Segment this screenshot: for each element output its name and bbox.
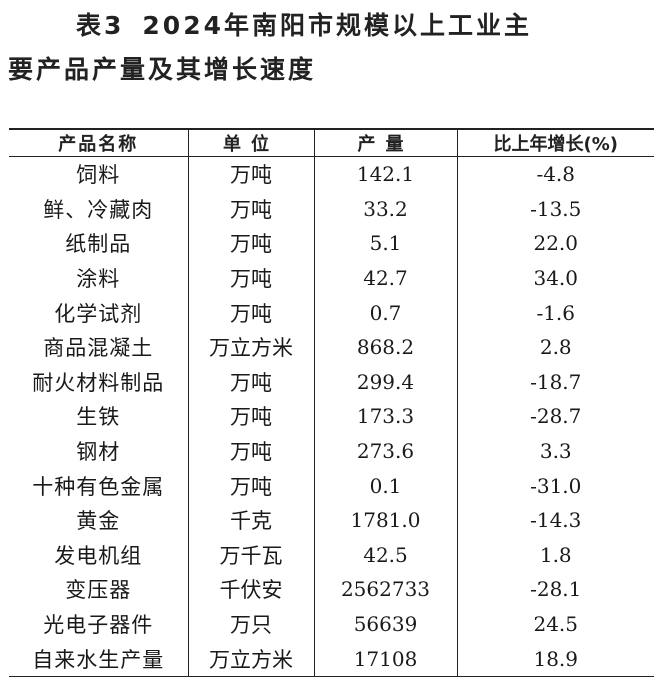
output-cell: 17108 (313, 641, 457, 677)
product-name-cell: 光电子器件 (43, 613, 154, 638)
unit-cell: 万千瓦 (187, 537, 314, 573)
product-name-cell: 自来水生产量 (9, 641, 188, 677)
output-cell: 5.1 (313, 226, 457, 261)
output-cell: 299.4 (313, 364, 457, 400)
output-cell: 42.5 (313, 537, 457, 573)
growth-cell: -4.8 (456, 156, 654, 192)
product-name-cell: 十种有色金属 (32, 474, 165, 499)
table-row: 自来水生产量 万立方米 17108 18.9 (9, 641, 654, 677)
table-row: 纸制品 万吨 5.1 22.0 (9, 226, 654, 261)
unit-cell: 万吨 (187, 433, 314, 469)
unit-cell: 万吨 (187, 156, 314, 192)
growth-cell: -13.5 (456, 191, 654, 227)
product-name-cell: 黄金 (76, 509, 121, 534)
unit-cell: 万吨 (187, 226, 314, 261)
product-name-cell: 耐火材料制品 (32, 370, 165, 395)
unit-cell: 千伏安 (187, 572, 314, 607)
table-row: 变压器 千伏安 2562733 -28.1 (9, 572, 654, 607)
growth-cell: -28.1 (456, 572, 654, 607)
growth-cell: 3.3 (456, 433, 654, 469)
product-name-cell: 发电机组 (54, 543, 143, 568)
unit-cell: 万吨 (187, 260, 314, 296)
growth-cell: -31.0 (456, 468, 654, 503)
header-output: 产量 (313, 128, 457, 157)
table-row: 鲜、冷藏肉 万吨 33.2 -13.5 (9, 191, 654, 227)
unit-cell: 万吨 (187, 468, 314, 503)
growth-cell: 18.9 (456, 641, 654, 677)
product-name-cell: 生铁 (76, 405, 121, 430)
output-cell: 0.7 (313, 295, 457, 330)
table-row: 光电子器件 万只 56639 24.5 (9, 606, 654, 642)
table-number-label: 表3 (76, 11, 125, 40)
table-row: 饲料 万吨 142.1 -4.8 (9, 156, 654, 192)
production-table: 产品名称 单位 产量 比上年增长(%) 饲料 万吨 142.1 -4.8 鲜、冷… (9, 128, 654, 677)
growth-cell: -28.7 (456, 399, 654, 434)
unit-cell: 万吨 (187, 191, 314, 227)
unit-cell: 千克 (187, 502, 314, 538)
table-row: 耐火材料制品 万吨 299.4 -18.7 (9, 364, 654, 400)
output-cell: 273.6 (313, 433, 457, 469)
unit-cell: 万吨 (187, 399, 314, 434)
growth-cell: 24.5 (456, 606, 654, 642)
table-title-line-1: 表3 2024年南阳市规模以上工业主 (8, 4, 656, 48)
output-cell: 173.3 (313, 399, 457, 434)
table-row: 钢材 万吨 273.6 3.3 (9, 433, 654, 469)
output-cell: 56639 (313, 606, 457, 642)
product-name-cell: 鲜、冷藏肉 (43, 197, 154, 222)
output-cell: 1781.0 (313, 502, 457, 538)
output-cell: 868.2 (313, 329, 457, 365)
header-row: 产品名称 单位 产量 比上年增长(%) (9, 128, 654, 157)
product-name-cell: 涂料 (76, 267, 121, 292)
growth-cell: 22.0 (456, 226, 654, 261)
product-name-cell: 化学试剂 (54, 301, 143, 326)
header-unit: 单位 (187, 128, 314, 157)
product-name-cell: 钢材 (76, 440, 121, 465)
unit-cell: 万只 (187, 606, 314, 642)
product-name-cell: 变压器 (65, 578, 132, 603)
unit-cell: 万吨 (187, 295, 314, 330)
output-cell: 33.2 (313, 191, 457, 227)
growth-cell: -18.7 (456, 364, 654, 400)
growth-cell: 34.0 (456, 260, 654, 296)
growth-cell: 2.8 (456, 329, 654, 365)
product-name-cell: 饲料 (76, 163, 121, 188)
header-product-name: 产品名称 (9, 128, 188, 157)
table-row: 化学试剂 万吨 0.7 -1.6 (9, 295, 654, 330)
output-cell: 42.7 (313, 260, 457, 296)
unit-cell: 万立方米 (187, 641, 314, 677)
table-row: 生铁 万吨 173.3 -28.7 (9, 399, 654, 434)
output-cell: 142.1 (313, 156, 457, 192)
table-body: 饲料 万吨 142.1 -4.8 鲜、冷藏肉 万吨 33.2 -13.5 纸制品… (9, 156, 654, 677)
output-cell: 0.1 (313, 468, 457, 503)
table-title-line-2: 要产品产量及其增长速度 (8, 55, 317, 84)
growth-cell: 1.8 (456, 537, 654, 573)
unit-cell: 万立方米 (187, 329, 314, 365)
growth-cell: -1.6 (456, 295, 654, 330)
table-title-text-1: 2024年南阳市规模以上工业主 (142, 11, 532, 40)
table-row: 十种有色金属 万吨 0.1 -31.0 (9, 468, 654, 503)
growth-cell: -14.3 (456, 502, 654, 538)
product-name-cell: 商品混凝土 (43, 336, 154, 361)
table-header: 产品名称 单位 产量 比上年增长(%) (9, 128, 654, 157)
table-row: 商品混凝土 万立方米 868.2 2.8 (9, 329, 654, 365)
output-cell: 2562733 (313, 572, 457, 607)
table-title: 表3 2024年南阳市规模以上工业主 要产品产量及其增长速度 (8, 4, 656, 92)
table-row: 黄金 千克 1781.0 -14.3 (9, 502, 654, 538)
header-growth: 比上年增长(%) (456, 128, 654, 157)
unit-cell: 万吨 (187, 364, 314, 400)
table-row: 发电机组 万千瓦 42.5 1.8 (9, 537, 654, 573)
product-name-cell: 纸制品 (65, 232, 132, 257)
table-row: 涂料 万吨 42.7 34.0 (9, 260, 654, 296)
